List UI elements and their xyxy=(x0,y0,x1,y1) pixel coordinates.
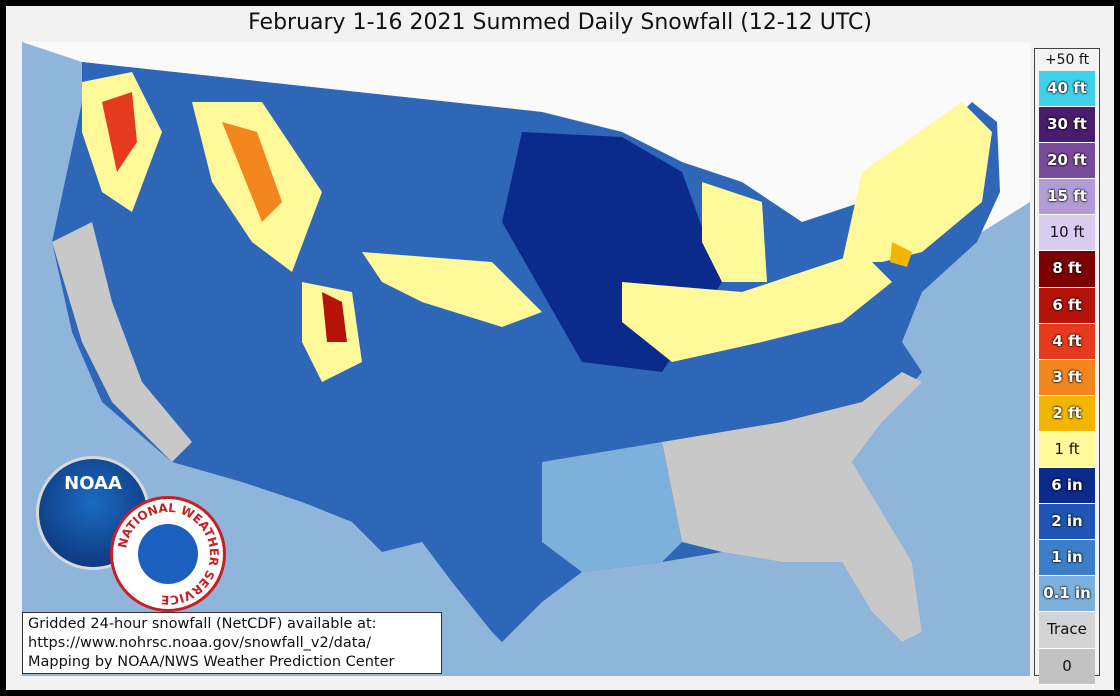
colorado-core xyxy=(322,292,347,342)
no-snow-southeast xyxy=(662,372,922,642)
legend-item: 6 ft xyxy=(1039,287,1095,324)
legend-item: 1 in xyxy=(1039,540,1095,577)
legend-item: 0 xyxy=(1039,648,1095,685)
cascades-core xyxy=(102,92,137,172)
legend-item: 30 ft xyxy=(1039,107,1095,144)
ohio-valley xyxy=(622,252,892,362)
legend-item: 20 ft xyxy=(1039,143,1095,180)
rockies-core xyxy=(222,122,282,222)
legend-item: 15 ft xyxy=(1039,179,1095,216)
legend-item: 40 ft xyxy=(1039,71,1095,108)
legend-item: 4 ft xyxy=(1039,323,1095,360)
michigan xyxy=(702,182,767,282)
legend-item: 1 ft xyxy=(1039,431,1095,469)
nws-ring: NATIONAL WEATHER SERVICE xyxy=(115,501,221,607)
legend-item: 6 in xyxy=(1039,468,1095,505)
nws-center xyxy=(138,524,198,584)
legend: +50 ft 40 ft 30 ft 20 ft 15 ft 10 ft 8 ft 6 ft… xyxy=(1034,48,1100,685)
legend-top-label: +50 ft xyxy=(1044,52,1090,68)
snowfall-map xyxy=(22,42,1030,676)
note-line: https://www.nohrsc.noaa.gov/snowfall_v2/… xyxy=(28,635,372,651)
note-line: Gridded 24-hour snowfall (NetCDF) availa… xyxy=(28,616,377,632)
northeast xyxy=(842,102,992,262)
nws-logo: NATIONAL WEATHER SERVICE xyxy=(110,496,226,612)
legend-item: 2 ft xyxy=(1039,395,1095,432)
legend-item: 10 ft xyxy=(1039,215,1095,252)
plains-band xyxy=(362,252,542,327)
legend-item: 2 in xyxy=(1039,504,1095,541)
legend-item: 0.1 in xyxy=(1039,576,1095,613)
note-line: Mapping by NOAA/NWS Weather Prediction C… xyxy=(28,654,395,670)
legend-item: Trace xyxy=(1039,612,1095,649)
legend-item: 8 ft xyxy=(1039,251,1095,288)
no-snow-west xyxy=(52,222,192,462)
light-snow xyxy=(542,442,682,572)
noaa-logo-text: NOAA xyxy=(64,473,122,494)
northeast-core xyxy=(890,242,912,267)
map-title: February 1-16 2021 Summed Daily Snowfall… xyxy=(248,10,872,35)
data-note: Gridded 24-hour snowfall (NetCDF) availa… xyxy=(22,612,442,674)
legend-item: 3 ft xyxy=(1039,359,1095,396)
